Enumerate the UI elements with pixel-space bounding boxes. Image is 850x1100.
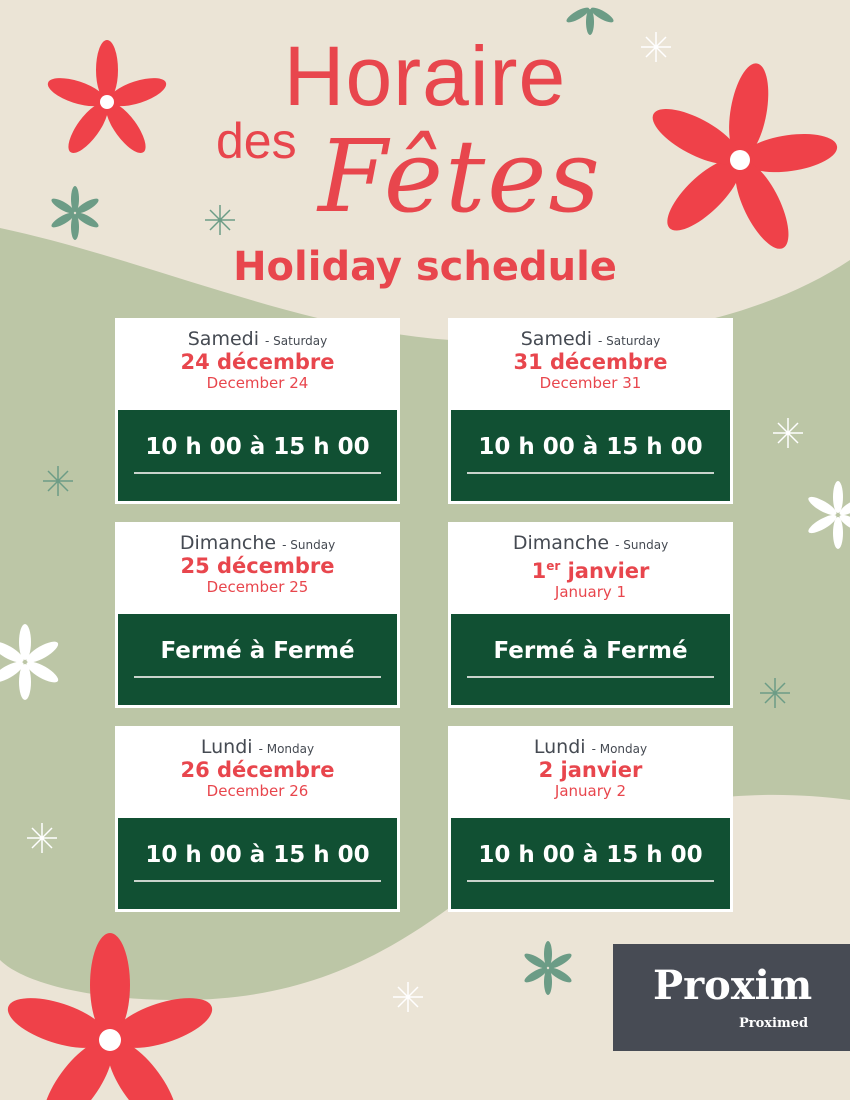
day-label: Samedi - Saturday — [115, 328, 400, 350]
date-en: December 25 — [206, 578, 309, 596]
day-fr: Samedi — [520, 328, 592, 350]
date-fr-main: 1 — [531, 559, 547, 583]
hours-text: 10 h 00 à 15 h 00 — [478, 434, 703, 460]
divider — [134, 880, 381, 882]
day-en: - Monday — [591, 742, 648, 756]
hours-panel: 10 h 00 à 15 h 00 — [451, 818, 730, 909]
divider — [467, 676, 714, 678]
date-en: January 2 — [554, 782, 627, 800]
date-en: December 31 — [539, 374, 642, 392]
proxim-logo: Proxim Proximed — [613, 944, 850, 1051]
date-en: January 1 — [554, 583, 627, 601]
day-label: Lundi - Monday — [448, 736, 733, 758]
subtitle-holiday-schedule: Holiday schedule — [233, 244, 617, 290]
hours-text: 10 h 00 à 15 h 00 — [145, 434, 370, 460]
day-fr: Samedi — [187, 328, 259, 350]
hours-panel: 10 h 00 à 15 h 00 — [451, 410, 730, 501]
card-date: Dimanche - Sunday 25 décembre December 2… — [115, 522, 400, 610]
date-fr: 26 décembre — [115, 758, 400, 782]
schedule-card: Dimanche - Sunday 25 décembre December 2… — [115, 522, 400, 708]
day-label: Samedi - Saturday — [448, 328, 733, 350]
title-des: des — [216, 113, 297, 169]
hours-panel: 10 h 00 à 15 h 00 — [118, 410, 397, 501]
date-fr: 2 janvier — [448, 758, 733, 782]
date-fr-main: 26 décembre — [180, 758, 335, 782]
card-date: Lundi - Monday 26 décembre December 26 — [115, 726, 400, 814]
day-en: - Monday — [258, 742, 315, 756]
day-label: Dimanche - Sunday — [115, 532, 400, 554]
divider — [134, 472, 381, 474]
date-fr-main: 31 décembre — [513, 350, 668, 374]
day-fr: Dimanche — [179, 532, 277, 554]
title-fetes: Fêtes — [318, 118, 602, 235]
logo-brand: Proxim — [653, 962, 813, 1009]
logo-sub: Proximed — [739, 1016, 809, 1031]
card-date: Samedi - Saturday 24 décembre December 2… — [115, 318, 400, 406]
hours-panel: 10 h 00 à 15 h 00 — [118, 818, 397, 909]
hours-panel: Fermé à Fermé — [451, 614, 730, 705]
card-date: Lundi - Monday 2 janvier January 2 — [448, 726, 733, 814]
day-label: Dimanche - Sunday — [448, 532, 733, 554]
date-fr: 25 décembre — [115, 554, 400, 578]
hours-text: 10 h 00 à 15 h 00 — [478, 842, 703, 868]
divider — [467, 880, 714, 882]
divider — [134, 676, 381, 678]
poinsettia-icon — [7, 40, 838, 1100]
date-fr-main: 24 décembre — [180, 350, 335, 374]
hours-text: Fermé à Fermé — [160, 638, 355, 664]
day-en: - Saturday — [265, 334, 328, 348]
hours-text: 10 h 00 à 15 h 00 — [145, 842, 370, 868]
schedule-card: Lundi - Monday 26 décembre December 26 1… — [115, 726, 400, 912]
date-fr: 24 décembre — [115, 350, 400, 374]
date-fr-sup: er — [546, 559, 561, 573]
date-fr-main: 25 décembre — [180, 554, 335, 578]
day-fr: Lundi — [533, 736, 586, 758]
date-fr-main: 2 janvier — [538, 758, 643, 782]
schedule-card: Lundi - Monday 2 janvier January 2 10 h … — [448, 726, 733, 912]
date-fr: 31 décembre — [448, 350, 733, 374]
day-en: - Sunday — [282, 538, 336, 552]
date-en: December 24 — [206, 374, 309, 392]
date-fr-rest: janvier — [560, 559, 650, 583]
schedule-card: Samedi - Saturday 31 décembre December 3… — [448, 318, 733, 504]
day-fr: Lundi — [200, 736, 253, 758]
day-label: Lundi - Monday — [115, 736, 400, 758]
card-date: Samedi - Saturday 31 décembre December 3… — [448, 318, 733, 406]
white-flower-icon — [0, 481, 850, 700]
hours-panel: Fermé à Fermé — [118, 614, 397, 705]
date-en: December 26 — [206, 782, 309, 800]
leaf-star-icon — [51, 7, 614, 995]
divider — [467, 472, 714, 474]
date-fr: 1er janvier — [448, 554, 733, 583]
hours-text: Fermé à Fermé — [493, 638, 688, 664]
day-fr: Dimanche — [512, 532, 610, 554]
day-en: - Saturday — [598, 334, 661, 348]
day-en: - Sunday — [615, 538, 669, 552]
sparkle-icon — [27, 32, 803, 1012]
title-horaire: Horaire — [283, 29, 567, 123]
card-date: Dimanche - Sunday 1er janvier January 1 — [448, 522, 733, 610]
schedule-card: Dimanche - Sunday 1er janvier January 1 … — [448, 522, 733, 708]
schedule-card: Samedi - Saturday 24 décembre December 2… — [115, 318, 400, 504]
